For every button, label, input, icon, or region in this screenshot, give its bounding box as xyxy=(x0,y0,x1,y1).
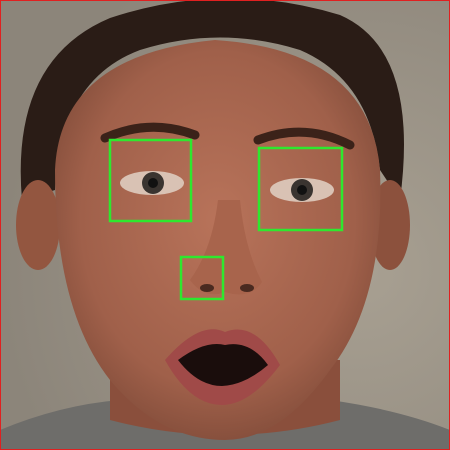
mouth xyxy=(178,344,268,386)
detection-box xyxy=(257,146,344,232)
eyebrow xyxy=(100,122,200,143)
nostril xyxy=(200,284,214,292)
nose xyxy=(190,200,262,295)
pupil xyxy=(148,178,158,188)
pupil xyxy=(297,185,307,195)
detection-box xyxy=(179,255,225,301)
nostril xyxy=(240,284,254,292)
eyebrow xyxy=(253,127,355,150)
hair xyxy=(20,0,404,200)
ear xyxy=(16,180,60,270)
detection-box xyxy=(108,138,193,223)
